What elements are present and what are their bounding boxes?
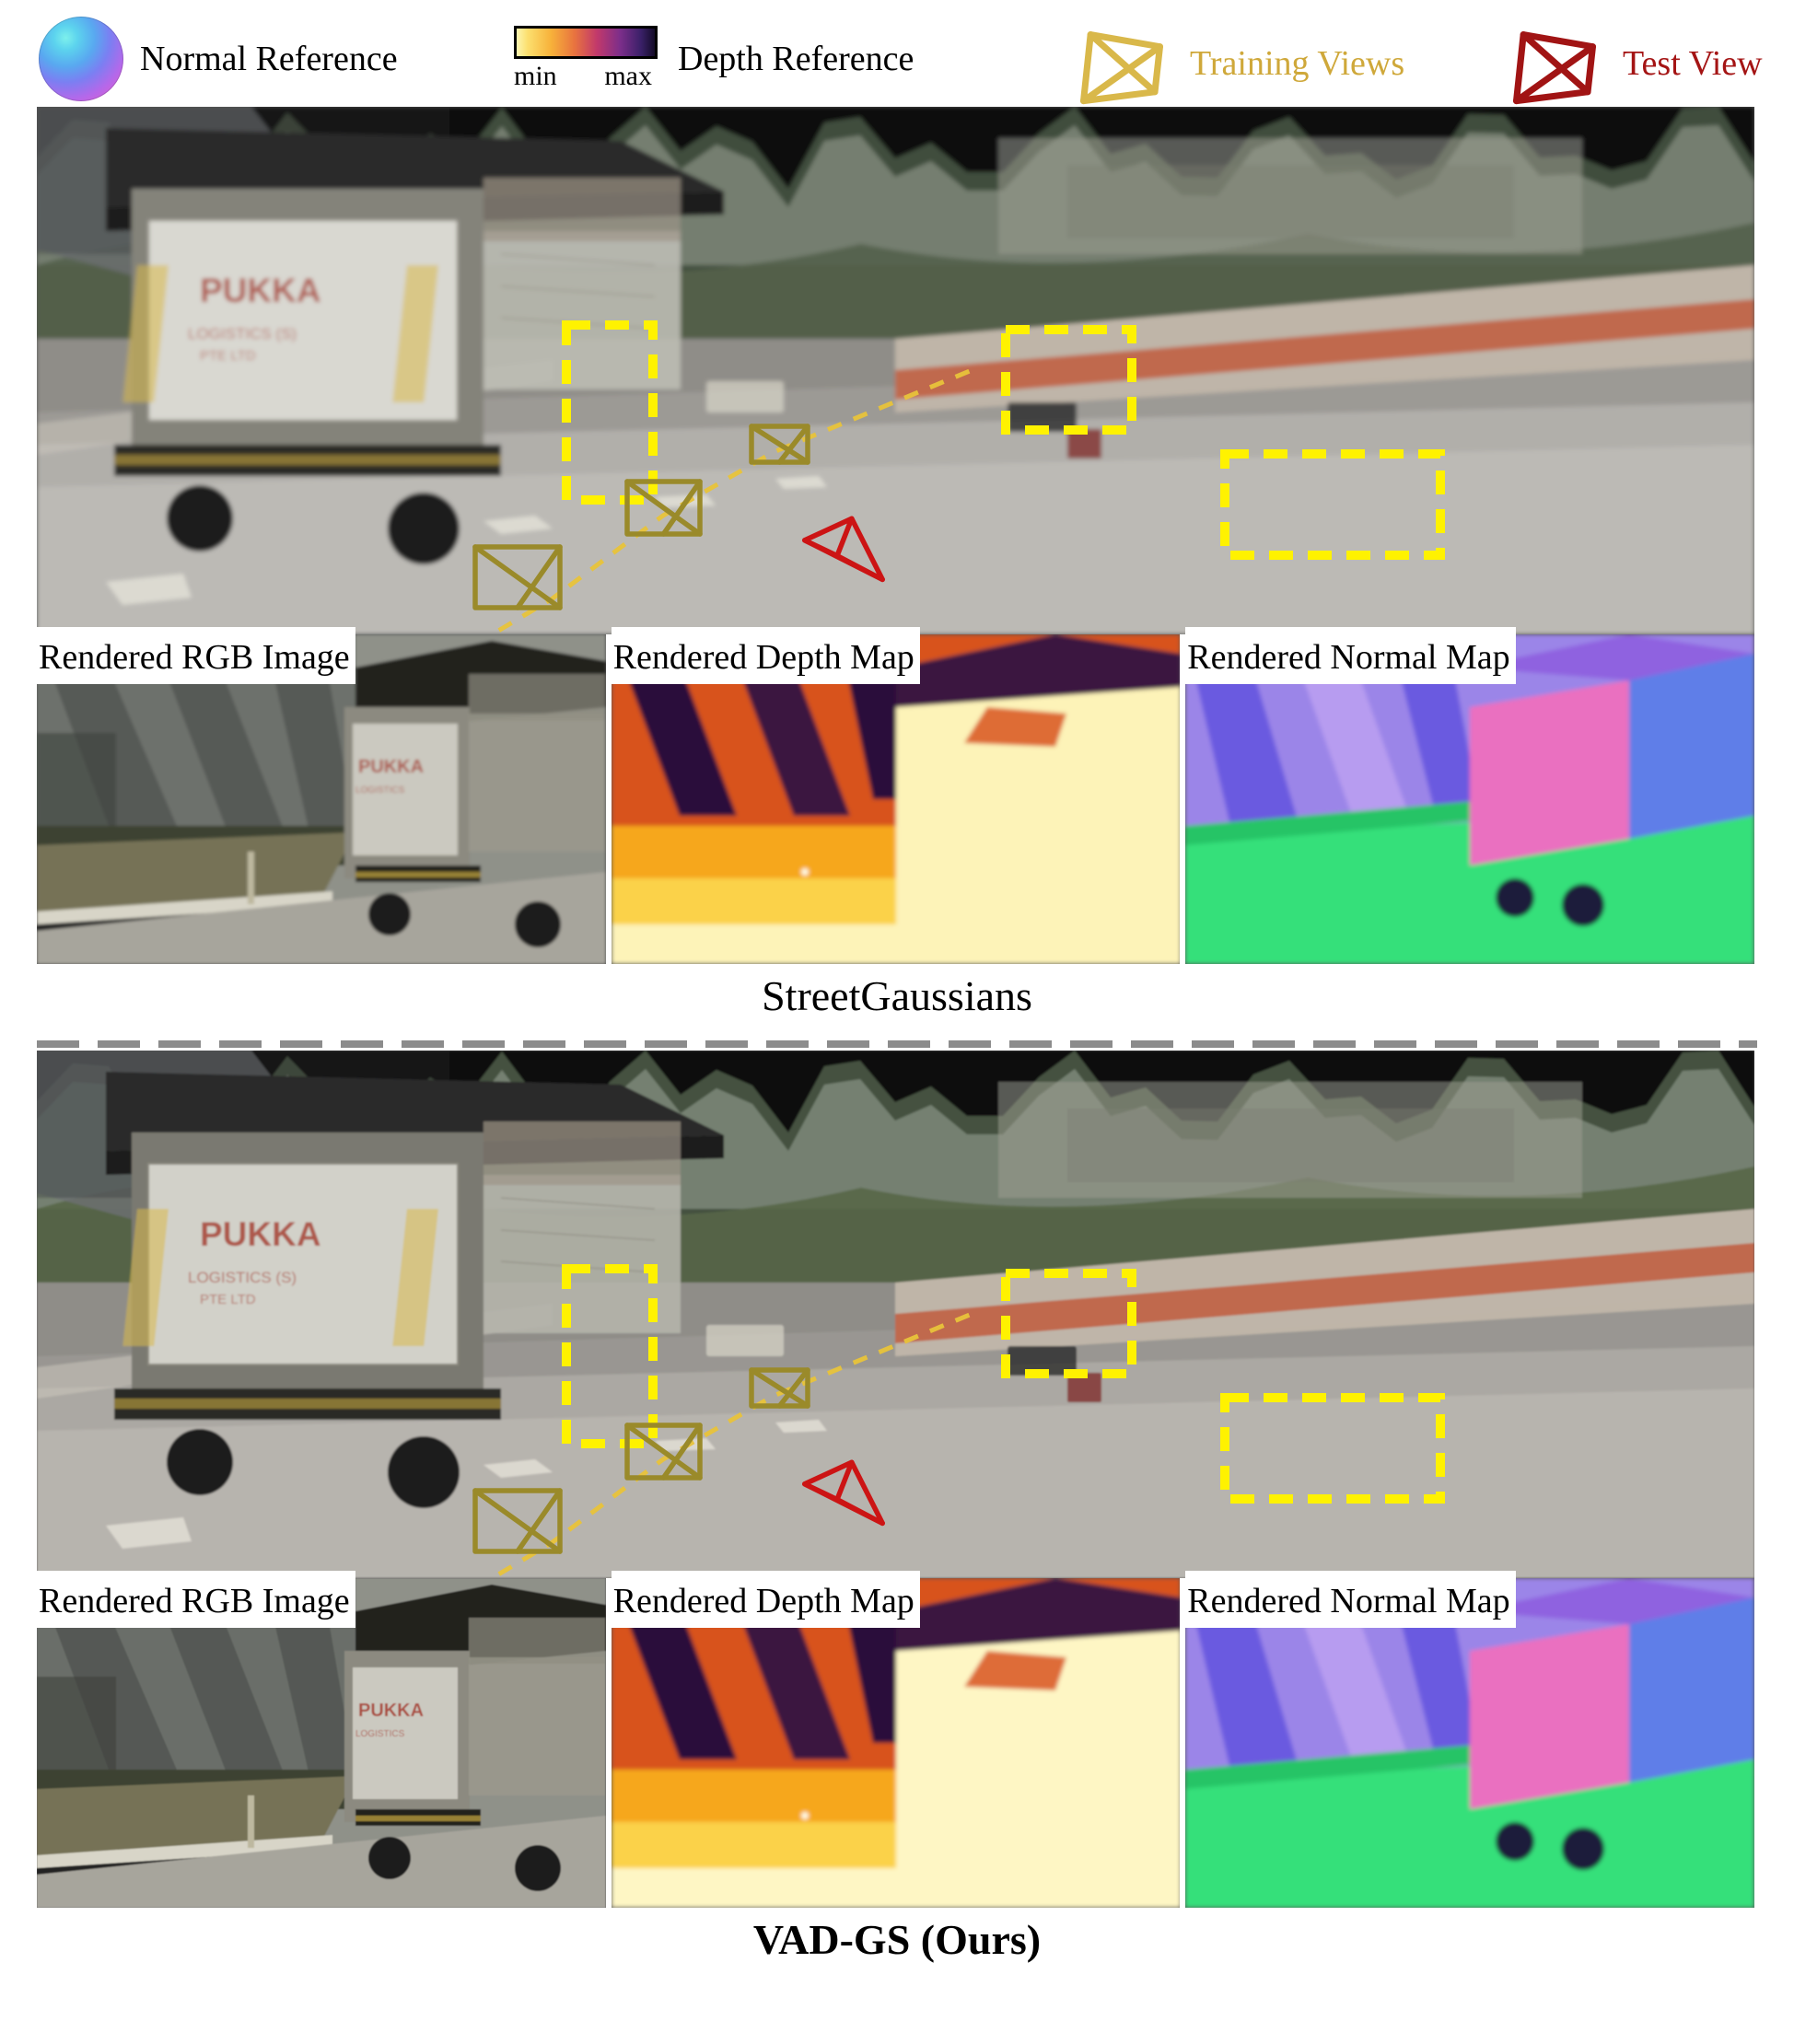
svg-text:LOGISTICS: LOGISTICS — [355, 1729, 405, 1739]
svg-text:LOGISTICS: LOGISTICS — [355, 785, 405, 796]
svg-text:PUKKA: PUKKA — [358, 757, 424, 777]
svg-text:PUKKA: PUKKA — [358, 1701, 424, 1721]
